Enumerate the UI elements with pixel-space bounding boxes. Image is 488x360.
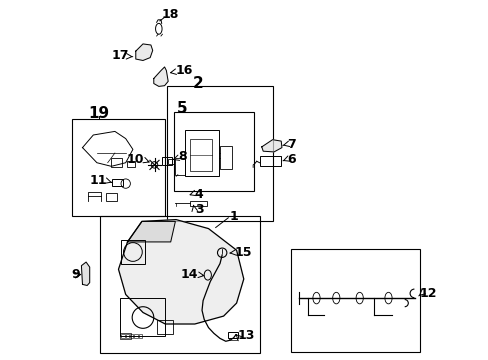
Text: 6: 6 <box>286 153 295 166</box>
Bar <box>121 240 144 264</box>
Text: 2: 2 <box>192 76 203 91</box>
Bar <box>121 334 124 338</box>
Bar <box>190 201 206 206</box>
Polygon shape <box>153 67 168 86</box>
Text: 9: 9 <box>72 268 80 281</box>
Bar <box>134 334 137 338</box>
Text: 10: 10 <box>126 153 143 166</box>
Bar <box>111 158 122 167</box>
Bar <box>220 146 231 169</box>
Bar <box>120 333 131 339</box>
Polygon shape <box>127 221 175 242</box>
Text: 11: 11 <box>89 174 107 187</box>
Text: 19: 19 <box>88 106 109 121</box>
Text: 14: 14 <box>181 268 198 281</box>
Bar <box>175 158 184 175</box>
Text: 16: 16 <box>175 64 192 77</box>
Bar <box>120 298 165 336</box>
Bar <box>162 157 171 165</box>
Text: 1: 1 <box>229 210 238 223</box>
Bar <box>125 334 129 338</box>
Bar <box>139 334 142 338</box>
Polygon shape <box>118 220 244 324</box>
Text: 7: 7 <box>286 138 295 150</box>
Bar <box>290 249 419 352</box>
Text: 17: 17 <box>111 49 128 62</box>
Bar <box>168 159 174 164</box>
Text: 13: 13 <box>237 329 254 342</box>
Text: 15: 15 <box>234 246 251 258</box>
Bar <box>185 130 219 176</box>
Text: 18: 18 <box>162 8 179 21</box>
Bar <box>106 193 117 201</box>
Bar <box>100 216 260 353</box>
Bar <box>127 161 135 167</box>
Bar <box>174 112 253 191</box>
Bar <box>130 334 133 338</box>
Text: 3: 3 <box>194 203 203 216</box>
Text: 8: 8 <box>178 150 186 163</box>
Bar <box>157 320 172 334</box>
Text: 5: 5 <box>177 101 187 116</box>
Text: 12: 12 <box>419 287 436 300</box>
Text: 4: 4 <box>194 188 203 201</box>
Bar <box>259 156 281 166</box>
Bar <box>72 119 165 216</box>
Bar <box>112 179 122 186</box>
Bar <box>228 332 238 338</box>
Polygon shape <box>136 44 152 60</box>
Polygon shape <box>81 262 89 285</box>
Bar <box>190 139 212 171</box>
Bar <box>229 338 237 340</box>
Bar <box>167 86 273 221</box>
Polygon shape <box>261 140 282 152</box>
